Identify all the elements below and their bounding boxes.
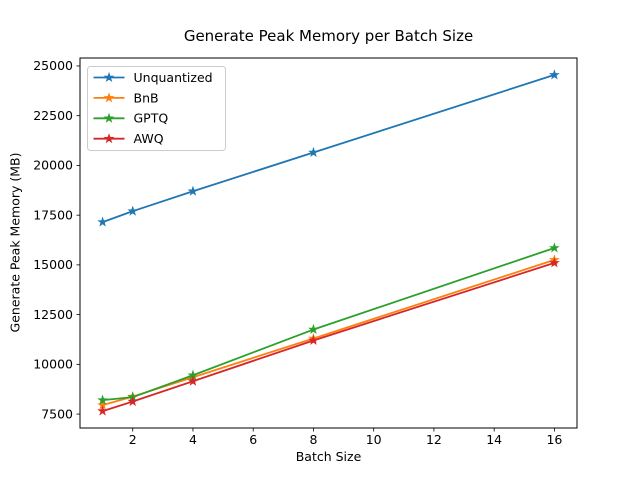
data-point-awq-batch-8: [308, 334, 319, 345]
series-line-gptq: [101, 247, 556, 402]
x-tick-label: 4: [189, 432, 197, 447]
y-tick-label: 15000: [33, 257, 73, 272]
data-point-unquantized-batch-4: [187, 185, 199, 196]
data-point-gptq-batch-8: [308, 323, 319, 335]
data-point-gptq-batch-1: [97, 394, 108, 405]
y-tick-label: 25000: [33, 58, 73, 73]
legend-marker-gptq: [103, 112, 115, 123]
data-point-awq-batch-1: [97, 405, 108, 416]
legend-entry-bnb: BnB: [93, 90, 159, 105]
legend-label-awq: AWQ: [134, 131, 164, 146]
y-tick-label: 7500: [41, 406, 73, 421]
x-tick-label: 14: [486, 432, 502, 447]
legend-box: [87, 66, 226, 151]
x-tick-label: 2: [129, 432, 137, 447]
legend-marker-awq: [103, 133, 115, 144]
x-tick-label: 16: [546, 432, 562, 447]
x-axis-label: Batch Size: [295, 449, 362, 464]
data-point-unquantized-batch-8: [308, 146, 319, 158]
data-point-unquantized-batch-2: [127, 205, 139, 216]
data-point-gptq-batch-16: [549, 242, 560, 253]
x-tick-label: 6: [249, 432, 257, 447]
y-tick-label: 20000: [33, 158, 73, 173]
x-tick-label: 8: [309, 432, 317, 447]
legend-entry-unquantized: Unquantized: [93, 70, 213, 85]
x-tick-label: 10: [366, 432, 382, 447]
chart-title: Generate Peak Memory per Batch Size: [183, 27, 474, 45]
data-point-awq-batch-16: [549, 257, 560, 268]
legend: Unquantized BnB GPTQ AWQ: [87, 66, 226, 151]
legend-label-unquantized: Unquantized: [134, 70, 213, 85]
data-point-awq-batch-4: [187, 375, 199, 386]
legend-label-gptq: GPTQ: [134, 111, 169, 126]
x-tick-label: 12: [426, 432, 442, 447]
y-tick-label: 17500: [33, 207, 73, 222]
y-axis-label: Generate Peak Memory (MB): [7, 152, 23, 333]
y-tick-label: 12500: [33, 307, 73, 322]
legend-marker-bnb: [103, 92, 115, 103]
legend-label-bnb: BnB: [134, 90, 159, 105]
data-point-awq-batch-2: [127, 395, 139, 407]
data-point-gptq-batch-4: [187, 369, 199, 380]
y-tick-label: 10000: [33, 357, 73, 372]
axes-spines: [79, 57, 578, 429]
data-point-unquantized-batch-1: [97, 216, 108, 227]
data-point-unquantized-batch-16: [549, 69, 560, 80]
series-line-awq: [101, 261, 556, 412]
legend-entry-gptq: GPTQ: [93, 111, 169, 126]
data-point-bnb-batch-1: [97, 399, 108, 410]
y-tick-label: 22500: [33, 108, 73, 123]
legend-entry-awq: AWQ: [93, 131, 164, 146]
legend-marker-unquantized: [103, 71, 115, 83]
